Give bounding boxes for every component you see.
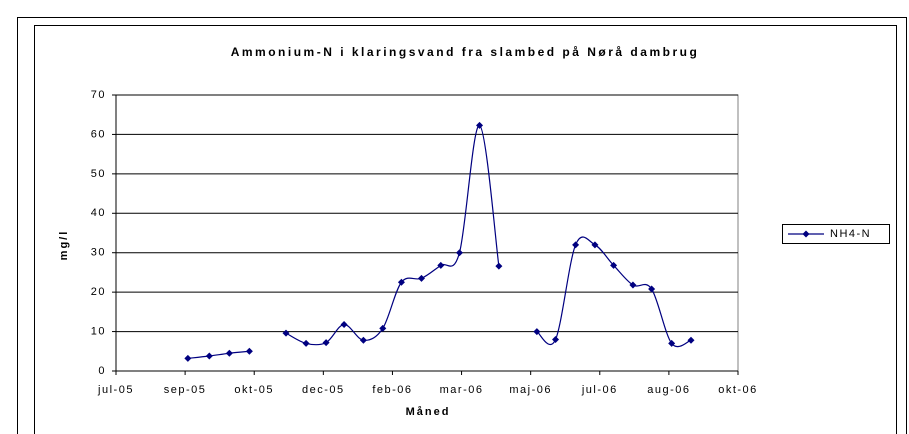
data-point [322,339,330,347]
legend-box [782,224,890,244]
x-tick-label: okt-06 [718,384,758,396]
data-point [648,285,656,293]
data-point [282,329,290,337]
x-tick-label: jul-05 [97,384,134,396]
x-tick-label: aug-06 [647,384,690,396]
outer-border [17,17,907,434]
y-tick-label: 60 [91,128,106,140]
x-tick-label: sep-05 [164,384,207,396]
legend: NH4-N [782,224,890,244]
data-point [437,261,445,269]
data-point [591,241,599,249]
data-point [245,347,253,355]
data-point [225,349,233,357]
y-tick-label: 50 [91,168,106,180]
data-point [687,336,695,344]
chart-title: Ammonium-N i klaringsvand fra slambed på… [231,45,700,59]
x-tick-label: okt-05 [234,384,274,396]
data-point [417,274,425,282]
y-tick-label: 30 [91,247,106,259]
y-axis-title: mg/l [58,230,70,261]
data-point [302,339,310,347]
x-tick-label: dec-05 [302,384,345,396]
y-tick-label: 20 [91,286,106,298]
data-point [340,320,348,328]
data-point [495,262,503,270]
data-point [397,278,405,286]
plot-area [115,94,739,372]
data-point [629,281,637,289]
data-point [533,328,541,336]
x-tick-label: jul-06 [581,384,618,396]
y-tick-label: 10 [91,325,106,337]
y-tick-label: 40 [91,207,106,219]
chart-border [34,25,897,434]
x-tick-label: maj-06 [509,384,552,396]
data-point [205,352,213,360]
x-tick-label: feb-06 [372,384,412,396]
legend-marker [802,230,810,238]
data-point [359,336,367,344]
data-point [455,249,463,257]
series-line [187,350,250,359]
data-point [476,121,484,129]
y-tick-label: 70 [91,89,106,101]
data-point [572,241,580,249]
data-point [379,324,387,332]
legend-label: NH4-N [830,228,871,240]
data-point [184,354,192,362]
y-tick-label: 0 [98,365,106,377]
data-point [610,261,618,269]
x-axis-title: Måned [406,406,451,418]
data-point [668,339,676,347]
data-point [552,335,560,343]
x-tick-label: mar-06 [440,384,484,396]
